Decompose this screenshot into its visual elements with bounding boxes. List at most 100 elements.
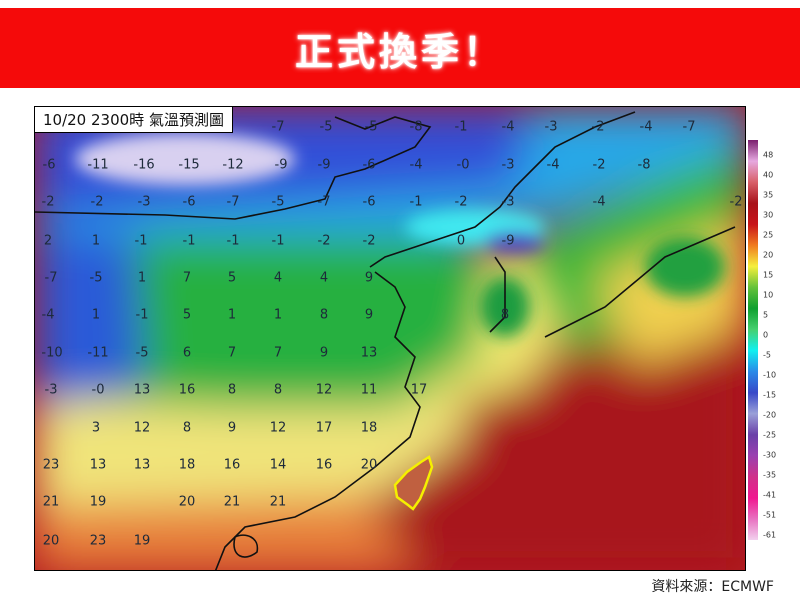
temperature-label: 1	[227, 307, 237, 323]
temperature-label: -8	[637, 157, 651, 173]
temperature-label: -2	[592, 157, 606, 173]
temperature-label: -7	[226, 194, 240, 210]
temperature-label: -3	[544, 119, 558, 135]
temperature-label: -9	[501, 233, 515, 249]
colorbar-tick-label: -25	[763, 430, 777, 440]
temperature-label: 21	[223, 494, 241, 510]
temperature-label: -7	[682, 119, 696, 135]
temperature-label: -11	[87, 157, 109, 173]
temperature-label: -4	[41, 307, 55, 323]
temperature-label: -4	[592, 194, 606, 210]
temperature-label: -2	[591, 119, 605, 135]
temperature-label: -11	[87, 345, 109, 361]
temperature-label: 8	[319, 307, 329, 323]
temperature-label: -6	[362, 157, 376, 173]
coastlines	[35, 111, 736, 570]
temperature-label: -8	[409, 119, 423, 135]
temperature-label: -3	[44, 382, 58, 398]
temperature-label: 5	[227, 270, 237, 286]
colorbar-tick-label: -41	[763, 490, 777, 500]
taiwan-outline	[393, 455, 434, 511]
temperature-label: 9	[364, 307, 374, 323]
temperature-label: 20	[360, 457, 378, 473]
temperature-label: -1	[182, 233, 196, 249]
temperature-label: 6	[182, 345, 192, 361]
temperature-label: -2	[90, 194, 104, 210]
temperature-label: 13	[360, 345, 378, 361]
temperature-label: -1	[226, 233, 240, 249]
temperature-label: -1	[135, 307, 149, 323]
colorbar-tick-label: 40	[763, 170, 774, 180]
temperature-label: -7	[317, 194, 331, 210]
temperature-label: 21	[269, 494, 287, 510]
temperature-label: -1	[271, 233, 285, 249]
temperature-label: 17	[315, 420, 333, 436]
temperature-label: 23	[89, 533, 107, 549]
temperature-label: 19	[133, 533, 151, 549]
colorbar-tick-label: -35	[763, 470, 777, 480]
temperature-label: 12	[315, 382, 333, 398]
temperature-label: -12	[222, 157, 244, 173]
temperature-label: -5	[271, 194, 285, 210]
colorbar-tick-label: -5	[763, 350, 771, 360]
temperature-label: 18	[360, 420, 378, 436]
colorbar-tick-label: -15	[763, 390, 777, 400]
temperature-label: 16	[178, 382, 196, 398]
colorbar-tick-label: -61	[763, 530, 777, 540]
temperature-label: 4	[319, 270, 329, 286]
temperature-label: 1	[273, 307, 283, 323]
temperature-label: 19	[89, 494, 107, 510]
temperature-label: -2	[729, 194, 743, 210]
temperature-label: -0	[91, 382, 105, 398]
colorbar-tick-label: 20	[763, 250, 774, 260]
temperature-label: 20	[42, 533, 60, 549]
colorbar-tick-label: 30	[763, 210, 774, 220]
temperature-label: 9	[227, 420, 237, 436]
temperature-label: 16	[223, 457, 241, 473]
temperature-label: -0	[456, 157, 470, 173]
temperature-label: -2	[362, 233, 376, 249]
temperature-label: 13	[133, 457, 151, 473]
temperature-label: 1	[91, 233, 101, 249]
temperature-label: 17	[410, 382, 428, 398]
temperature-label: 8	[227, 382, 237, 398]
temperature-label: 3	[91, 420, 101, 436]
temperature-label: 7	[273, 345, 283, 361]
colorbar-tick-label: 25	[763, 230, 774, 240]
temperature-label: 11	[360, 382, 378, 398]
temperature-label: -3	[137, 194, 151, 210]
temperature-label: 7	[182, 270, 192, 286]
temperature-label: 8	[273, 382, 283, 398]
temperature-forecast-map: 10/20 2300時 氣溫預測圖 -7 -5 -5 -8 -1 -4 -3 -2 -4 -7 -6…	[34, 106, 746, 571]
temperature-label: 12	[133, 420, 151, 436]
temperature-label: -3	[501, 194, 515, 210]
temperature-label: 0	[456, 233, 466, 249]
temperature-label: -4	[409, 157, 423, 173]
temperature-field	[35, 107, 745, 570]
colorbar-tick-label: 5	[763, 310, 769, 320]
temperature-label: -1	[409, 194, 423, 210]
temperature-label: 21	[42, 494, 60, 510]
headline-banner: 正式換季！	[0, 8, 800, 88]
temperature-label: 20	[178, 494, 196, 510]
temperature-label: 12	[269, 420, 287, 436]
temperature-label: 2	[43, 233, 53, 249]
data-source: 資料來源：ECMWF	[651, 579, 774, 595]
headline-title: 正式換季！	[294, 29, 505, 74]
temperature-label: 5	[182, 307, 192, 323]
temperature-label: -1	[454, 119, 468, 135]
temperature-label: -9	[317, 157, 331, 173]
temperature-label: -3	[501, 157, 515, 173]
temperature-label: 9	[319, 345, 329, 361]
temperature-colorbar	[748, 140, 758, 540]
temperature-label: -7	[271, 119, 285, 135]
temperature-label: 4	[273, 270, 283, 286]
temperature-label: -5	[135, 345, 149, 361]
colorbar-tick-label: 48	[763, 150, 774, 160]
temperature-label: -4	[546, 157, 560, 173]
temperature-label: -2	[41, 194, 55, 210]
temperature-label: -5	[319, 119, 333, 135]
temperature-label: -6	[362, 194, 376, 210]
temperature-label: 7	[227, 345, 237, 361]
temperature-label: -6	[42, 157, 56, 173]
